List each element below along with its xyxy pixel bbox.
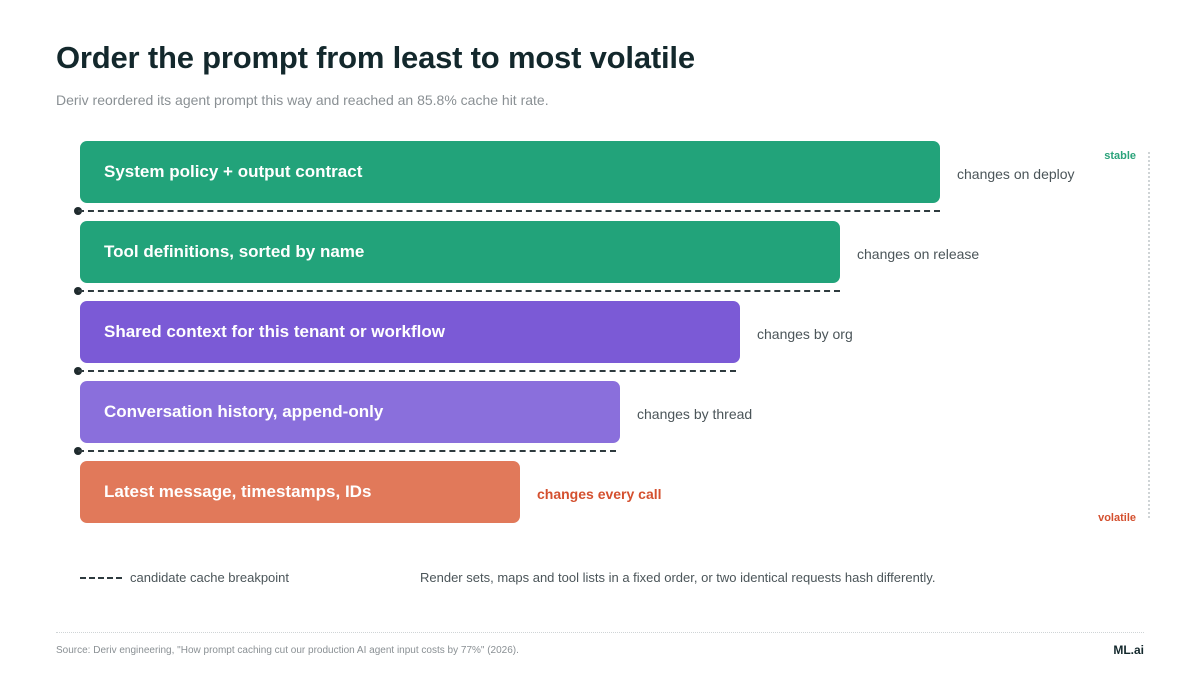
cache-breakpoint xyxy=(78,450,616,452)
layer-system-policy: System policy + output contract xyxy=(80,141,940,203)
brand-logo: ML.ai xyxy=(1113,643,1144,657)
volatility-note-every-call: changes every call xyxy=(537,486,662,502)
cache-breakpoint xyxy=(78,210,940,212)
axis-stable-label: stable xyxy=(1104,150,1136,162)
source-citation: Source: Deriv engineering, "How prompt c… xyxy=(56,645,519,656)
legend-breakpoint-swatch xyxy=(80,577,122,579)
legend-breakpoint-label: candidate cache breakpoint xyxy=(130,570,290,585)
layer-tool-definitions: Tool definitions, sorted by name xyxy=(80,221,840,283)
volatility-note-release: changes on release xyxy=(857,246,980,262)
volatility-note-org: changes by org xyxy=(757,326,853,342)
volatility-note-thread: changes by thread xyxy=(637,406,753,422)
cache-breakpoint xyxy=(78,370,736,372)
page-subtitle: Deriv reordered its agent prompt this wa… xyxy=(56,92,549,108)
layer-label: Tool definitions, sorted by name xyxy=(104,242,365,261)
layer-conversation-history: Conversation history, append-only xyxy=(80,381,620,443)
layer-label: System policy + output contract xyxy=(104,162,363,181)
footer-divider xyxy=(56,632,1144,633)
layer-latest-message: Latest message, timestamps, IDs xyxy=(80,461,520,523)
axis-volatile-label: volatile xyxy=(1098,512,1136,524)
page-title: Order the prompt from least to most vola… xyxy=(56,40,695,75)
ordering-note: Render sets, maps and tool lists in a fi… xyxy=(420,570,936,585)
layer-shared-context: Shared context for this tenant or workfl… xyxy=(80,301,740,363)
layer-label: Shared context for this tenant or workfl… xyxy=(104,322,445,341)
layer-label: Latest message, timestamps, IDs xyxy=(104,482,372,501)
cache-breakpoint xyxy=(78,290,840,292)
layer-label: Conversation history, append-only xyxy=(104,402,384,421)
volatility-note-deploy: changes on deploy xyxy=(957,166,1075,182)
volatility-axis xyxy=(1148,152,1150,518)
